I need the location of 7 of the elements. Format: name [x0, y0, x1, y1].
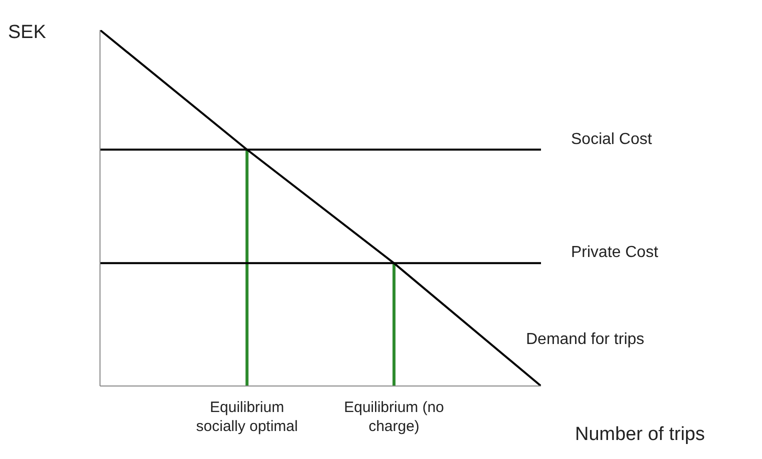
series-label: Private Cost [571, 244, 658, 262]
x-tick-label: Equilibrium socially optimal [196, 399, 298, 435]
x-tick-label: Equilibrium (no charge) [344, 399, 444, 435]
series-label: Social Cost [571, 130, 652, 149]
x-axis-title: Number of trips [575, 424, 705, 446]
series-label: Demand for trips [526, 331, 644, 349]
y-axis-title: SEK [8, 22, 46, 44]
